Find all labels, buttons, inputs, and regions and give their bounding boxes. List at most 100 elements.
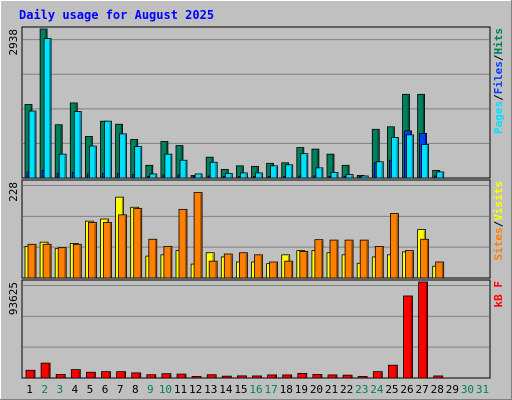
day-label-21: 21 (325, 383, 338, 396)
day-labels: 1 2 3 4 5 6 7 8 9 10 11 12 13 14 15 16 17 18 19 20 21 22 23 24 2… (26, 383, 489, 396)
day-label-17: 17 (265, 383, 278, 396)
bar-sites-day-28 (435, 261, 445, 279)
bar-sites-day-26 (405, 250, 414, 279)
legend-part: Pages (492, 101, 505, 134)
bar-pages-day-19 (300, 153, 309, 179)
day-label-26: 26 (400, 383, 413, 396)
day-label-23: 23 (355, 383, 368, 396)
bar-pages-day-16 (255, 172, 263, 179)
bar-kb-f-day-18 (282, 374, 293, 379)
day-label-3: 3 (56, 383, 63, 396)
bar-sites-day-9 (148, 238, 158, 279)
panel-kbytes: 93625 kB F (7, 279, 505, 379)
bar-pages-day-21 (330, 172, 339, 179)
bar-pages-day-24 (375, 161, 384, 179)
bar-kb-f-day-1 (25, 369, 36, 379)
bar-pages-day-10 (164, 153, 173, 179)
day-label-31: 31 (476, 383, 489, 396)
day-label-20: 20 (310, 383, 323, 396)
day-label-25: 25 (385, 383, 398, 396)
bar-pages-day-14 (224, 173, 233, 179)
bar-sites-day-3 (57, 247, 67, 279)
legend-part: Files (492, 61, 505, 94)
bar-kb-f-day-4 (70, 369, 81, 379)
bar-pages-day-5 (89, 145, 97, 179)
day-label-29: 29 (446, 383, 459, 396)
bar-pages-day-2 (43, 38, 52, 179)
bar-sites-day-25 (389, 213, 399, 279)
bar-pages-day-4 (73, 111, 82, 179)
bar-pages-day-25 (390, 137, 399, 179)
day-label-28: 28 (431, 383, 444, 396)
bar-pages-day-27 (421, 144, 430, 179)
bar-kb-f-day-17 (267, 374, 278, 379)
day-label-5: 5 (87, 383, 94, 396)
bar-sites-day-10 (163, 246, 173, 279)
bar-sites-day-23 (359, 239, 369, 279)
bar-kb-f-day-5 (86, 371, 96, 379)
bar-kb-f-day-20 (312, 374, 323, 379)
bar-sites-day-1 (27, 243, 37, 279)
panel-max-label: 93625 (7, 282, 20, 315)
day-label-9: 9 (147, 383, 154, 396)
panel-hits_files_pages: 2938 Pages/Files/Hits (7, 26, 505, 179)
bar-sites-day-19 (299, 251, 309, 279)
day-label-8: 8 (132, 383, 139, 396)
day-label-19: 19 (295, 383, 308, 396)
day-label-13: 13 (204, 383, 217, 396)
bar-sites-day-24 (374, 246, 384, 279)
day-label-11: 11 (174, 383, 187, 396)
day-label-2: 2 (41, 383, 48, 396)
day-label-14: 14 (219, 383, 233, 396)
day-label-30: 30 (461, 383, 474, 396)
chart-title: Daily usage for August 2025 (19, 8, 214, 22)
bar-sites-day-18 (284, 260, 294, 279)
day-label-10: 10 (159, 383, 172, 396)
bar-sites-day-2 (42, 243, 52, 279)
bar-sites-day-15 (238, 252, 248, 279)
bar-kb-f-day-10 (161, 373, 172, 379)
bar-pages-day-18 (285, 164, 294, 179)
bar-pages-day-7 (119, 133, 127, 179)
day-label-22: 22 (340, 383, 353, 396)
bar-pages-day-1 (28, 110, 37, 179)
bar-kb-f-day-22 (342, 374, 353, 379)
panel-visits_sites: 228 Sites/Visits (7, 179, 505, 279)
bar-kb-f-day-28 (433, 375, 444, 379)
bar-sites-day-11 (178, 208, 188, 279)
day-label-16: 16 (249, 383, 262, 396)
legend-part: Visits (492, 181, 505, 221)
bar-kb-f-day-16 (252, 375, 262, 379)
bar-kb-f-day-11 (176, 373, 187, 379)
series-pages (28, 38, 445, 179)
legend-part: Hits (492, 28, 505, 55)
bar-kb-f-day-23 (357, 376, 368, 379)
bar-pages-day-20 (315, 167, 324, 179)
panel-legend: Pages/Files/Hits (492, 28, 505, 134)
bar-kb-f-day-9 (146, 374, 157, 379)
bar-pages-day-17 (270, 165, 279, 179)
day-label-15: 15 (234, 383, 247, 396)
bar-pages-day-9 (149, 173, 158, 179)
bar-pages-day-8 (134, 146, 143, 179)
bar-pages-day-15 (239, 172, 248, 179)
bar-kb-f-day-13 (206, 374, 217, 379)
legend-part: Sites (492, 227, 505, 260)
bar-kb-f-day-14 (221, 375, 232, 379)
bar-pages-day-22 (345, 174, 354, 179)
bar-pages-day-23 (360, 175, 369, 179)
legend-part: / (492, 220, 505, 227)
bar-sites-day-27 (420, 238, 430, 279)
bar-pages-day-26 (406, 134, 414, 179)
bar-kb-f-day-19 (297, 372, 308, 379)
bar-kb-f-day-8 (131, 372, 142, 379)
bar-pages-day-6 (104, 120, 112, 179)
bar-pages-day-11 (179, 159, 188, 179)
day-label-4: 4 (72, 383, 79, 396)
panel-max-label: 2938 (7, 29, 20, 56)
bar-sites-day-22 (344, 239, 354, 279)
legend-part: F (492, 281, 505, 294)
legend-part: kB (492, 294, 505, 308)
panel-max-label: 228 (7, 182, 20, 202)
